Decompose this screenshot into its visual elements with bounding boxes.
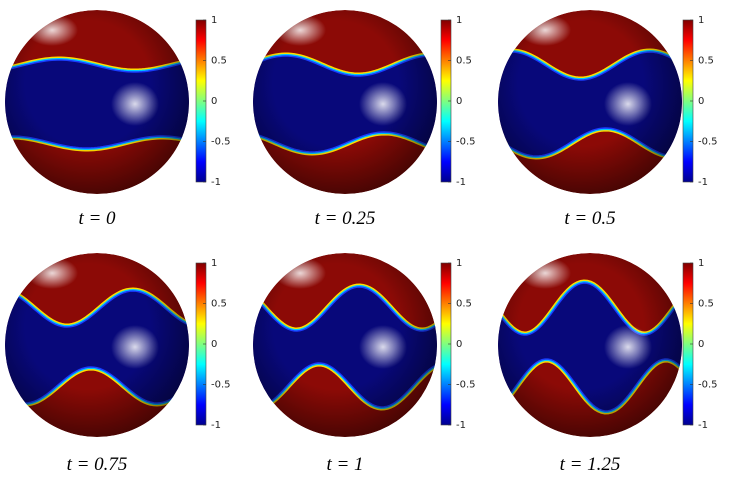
colorbar-tick-label: -1	[211, 420, 221, 431]
panel: 1 0.5 0 -0.5 -1 t = 0.75	[5, 253, 231, 475]
colorbar-tick-label: 0.5	[698, 56, 714, 67]
panel: 1 0.5 0 -0.5 -1 t = 0.25	[253, 10, 476, 229]
caption: t = 1	[326, 454, 363, 475]
colorbar-tick-label: 0	[211, 96, 217, 107]
shading	[498, 253, 682, 437]
colorbar-tick-label: 1	[698, 258, 704, 269]
colorbar-tick-label: -1	[698, 177, 708, 188]
sphere	[253, 10, 437, 194]
colorbar-tick-label: 0.5	[456, 299, 472, 310]
sphere	[5, 10, 189, 194]
caption: t = 0.5	[564, 208, 615, 229]
colorbar-tick-label: 0	[456, 339, 462, 350]
colorbar-tick-label: -0.5	[698, 380, 718, 391]
colorbar-tick-label: 0.5	[211, 56, 227, 67]
sphere	[5, 253, 189, 437]
colorbar-tick-label: 0	[698, 339, 704, 350]
colorbar-tick-label: 1	[211, 15, 217, 26]
colorbar-tick-label: -0.5	[211, 137, 231, 148]
colorbar-tick-label: 0	[698, 96, 704, 107]
colorbar-tick-label: -1	[456, 420, 466, 431]
colorbar-tick-label: 0.5	[456, 56, 472, 67]
shading	[498, 10, 682, 194]
colorbar-tick-label: -1	[211, 177, 221, 188]
caption: t = 0	[78, 208, 116, 229]
sphere	[498, 10, 682, 194]
panel: 1 0.5 0 -0.5 -1 t = 0	[5, 10, 231, 229]
colorbar-tick-label: -1	[698, 420, 708, 431]
colorbar-tick-label: 0.5	[211, 299, 227, 310]
sphere	[253, 253, 437, 437]
shading	[5, 10, 189, 194]
caption: t = 0.25	[315, 208, 376, 229]
sphere	[498, 253, 682, 437]
colorbar-tick-label: 0	[211, 339, 217, 350]
colorbar-tick-label: -0.5	[698, 137, 718, 148]
colorbar-tick-label: 1	[698, 15, 704, 26]
colorbar-tick-label: -0.5	[456, 380, 476, 391]
colorbar-tick-label: -1	[456, 177, 466, 188]
shading	[5, 253, 189, 437]
colorbar-tick-label: 0.5	[698, 299, 714, 310]
colorbar-tick-label: -0.5	[211, 380, 231, 391]
colorbar-tick-label: 0	[456, 96, 462, 107]
panel: 1 0.5 0 -0.5 -1 t = 1.25	[498, 253, 718, 475]
colorbar-tick-label: 1	[456, 258, 462, 269]
shading	[253, 253, 437, 437]
colorbar-tick-label: 1	[456, 15, 462, 26]
shading	[253, 10, 437, 194]
colorbar-tick-label: -0.5	[456, 137, 476, 148]
panel: 1 0.5 0 -0.5 -1 t = 1	[253, 253, 476, 475]
panel: 1 0.5 0 -0.5 -1 t = 0.5	[498, 10, 718, 229]
colorbar-tick-label: 1	[211, 258, 217, 269]
caption: t = 0.75	[67, 454, 128, 475]
caption: t = 1.25	[560, 454, 621, 475]
